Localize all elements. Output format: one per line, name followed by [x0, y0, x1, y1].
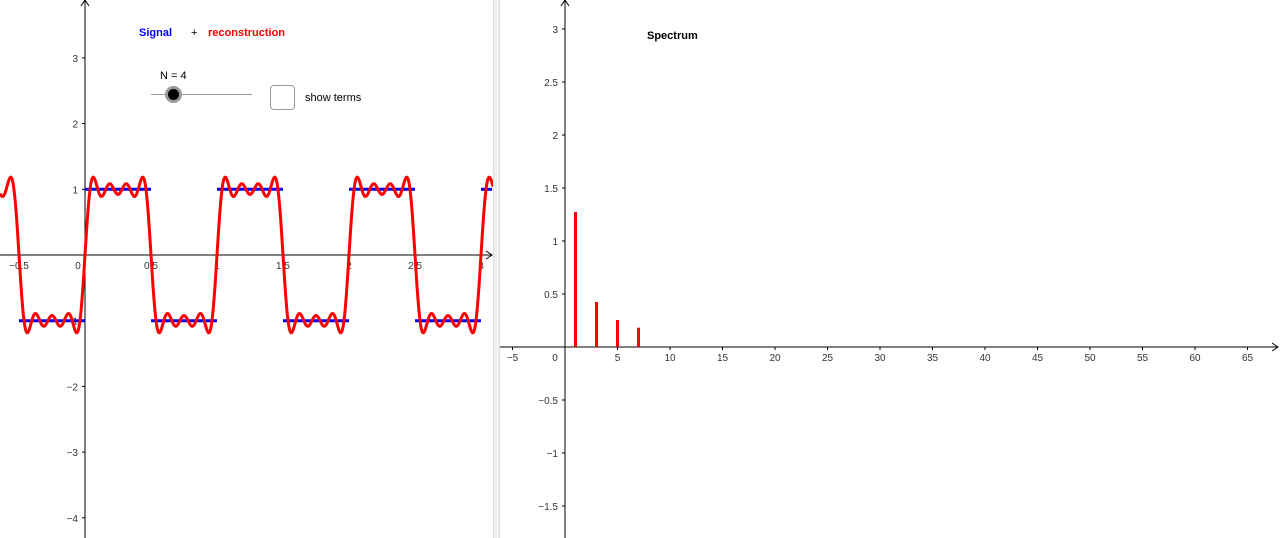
x-tick-label: 5	[615, 353, 621, 364]
y-tick-label: −2	[67, 382, 79, 393]
y-tick-label: 2	[72, 120, 78, 131]
y-tick-label: −1	[547, 449, 559, 460]
y-tick-label: 3	[552, 25, 558, 36]
x-tick-label: 50	[1084, 353, 1096, 364]
x-tick-label: 45	[1032, 353, 1044, 364]
x-tick-label: 65	[1242, 353, 1254, 364]
n-slider[interactable]	[151, 86, 252, 103]
spectrum-graph[interactable]: −5 0 5 10 15 20 25 30 35 40 45 50 55 60 65 3 2.5 2 1.5 1 0.5…	[500, 0, 1280, 538]
x-tick-label: 15	[717, 353, 729, 364]
reconstruction-curve	[0, 175, 493, 335]
x-tick-label: 25	[822, 353, 834, 364]
y-axis-arrow	[80, 0, 90, 7]
legend-reconstruction: reconstruction	[208, 27, 286, 39]
y-tick-label: −0.5	[538, 396, 558, 407]
x-axis-arrow	[485, 250, 493, 260]
spectrum-title: Spectrum	[647, 30, 698, 42]
x-tick-label: 0	[75, 261, 81, 272]
y-tick-label: 2	[552, 131, 558, 142]
x-tick-label: 30	[874, 353, 886, 364]
y-tick-label: −3	[67, 448, 79, 459]
show-terms-checkbox[interactable]	[270, 85, 295, 110]
legend-plus: +	[191, 27, 198, 39]
show-terms-label: show terms	[305, 92, 362, 104]
slider-handle[interactable]	[165, 86, 182, 103]
y-tick-label: 1	[72, 185, 78, 196]
y-tick-label: 0.5	[544, 290, 558, 301]
slider-label: N = 4	[160, 70, 187, 82]
y-tick-label: 2.5	[544, 78, 558, 89]
x-tick-label: 60	[1189, 353, 1201, 364]
panel-divider[interactable]	[493, 0, 500, 538]
x-tick-label: 35	[927, 353, 939, 364]
y-tick-label: 1.5	[544, 184, 558, 195]
y-tick-label: −4	[67, 514, 79, 525]
y-tick-label: 3	[72, 54, 78, 65]
y-axis-arrow	[560, 0, 570, 7]
x-tick-label: 55	[1137, 353, 1149, 364]
legend-signal: Signal	[139, 27, 173, 39]
x-tick-label: 10	[664, 353, 676, 364]
x-tick-label: 20	[769, 353, 781, 364]
y-tick-label: −1.5	[538, 502, 558, 513]
x-tick-label: 40	[979, 353, 991, 364]
y-tick-label: 1	[552, 237, 558, 248]
x-tick-label: 0	[552, 353, 558, 364]
x-tick-label: −5	[507, 353, 519, 364]
x-axis-arrow	[1271, 342, 1279, 352]
